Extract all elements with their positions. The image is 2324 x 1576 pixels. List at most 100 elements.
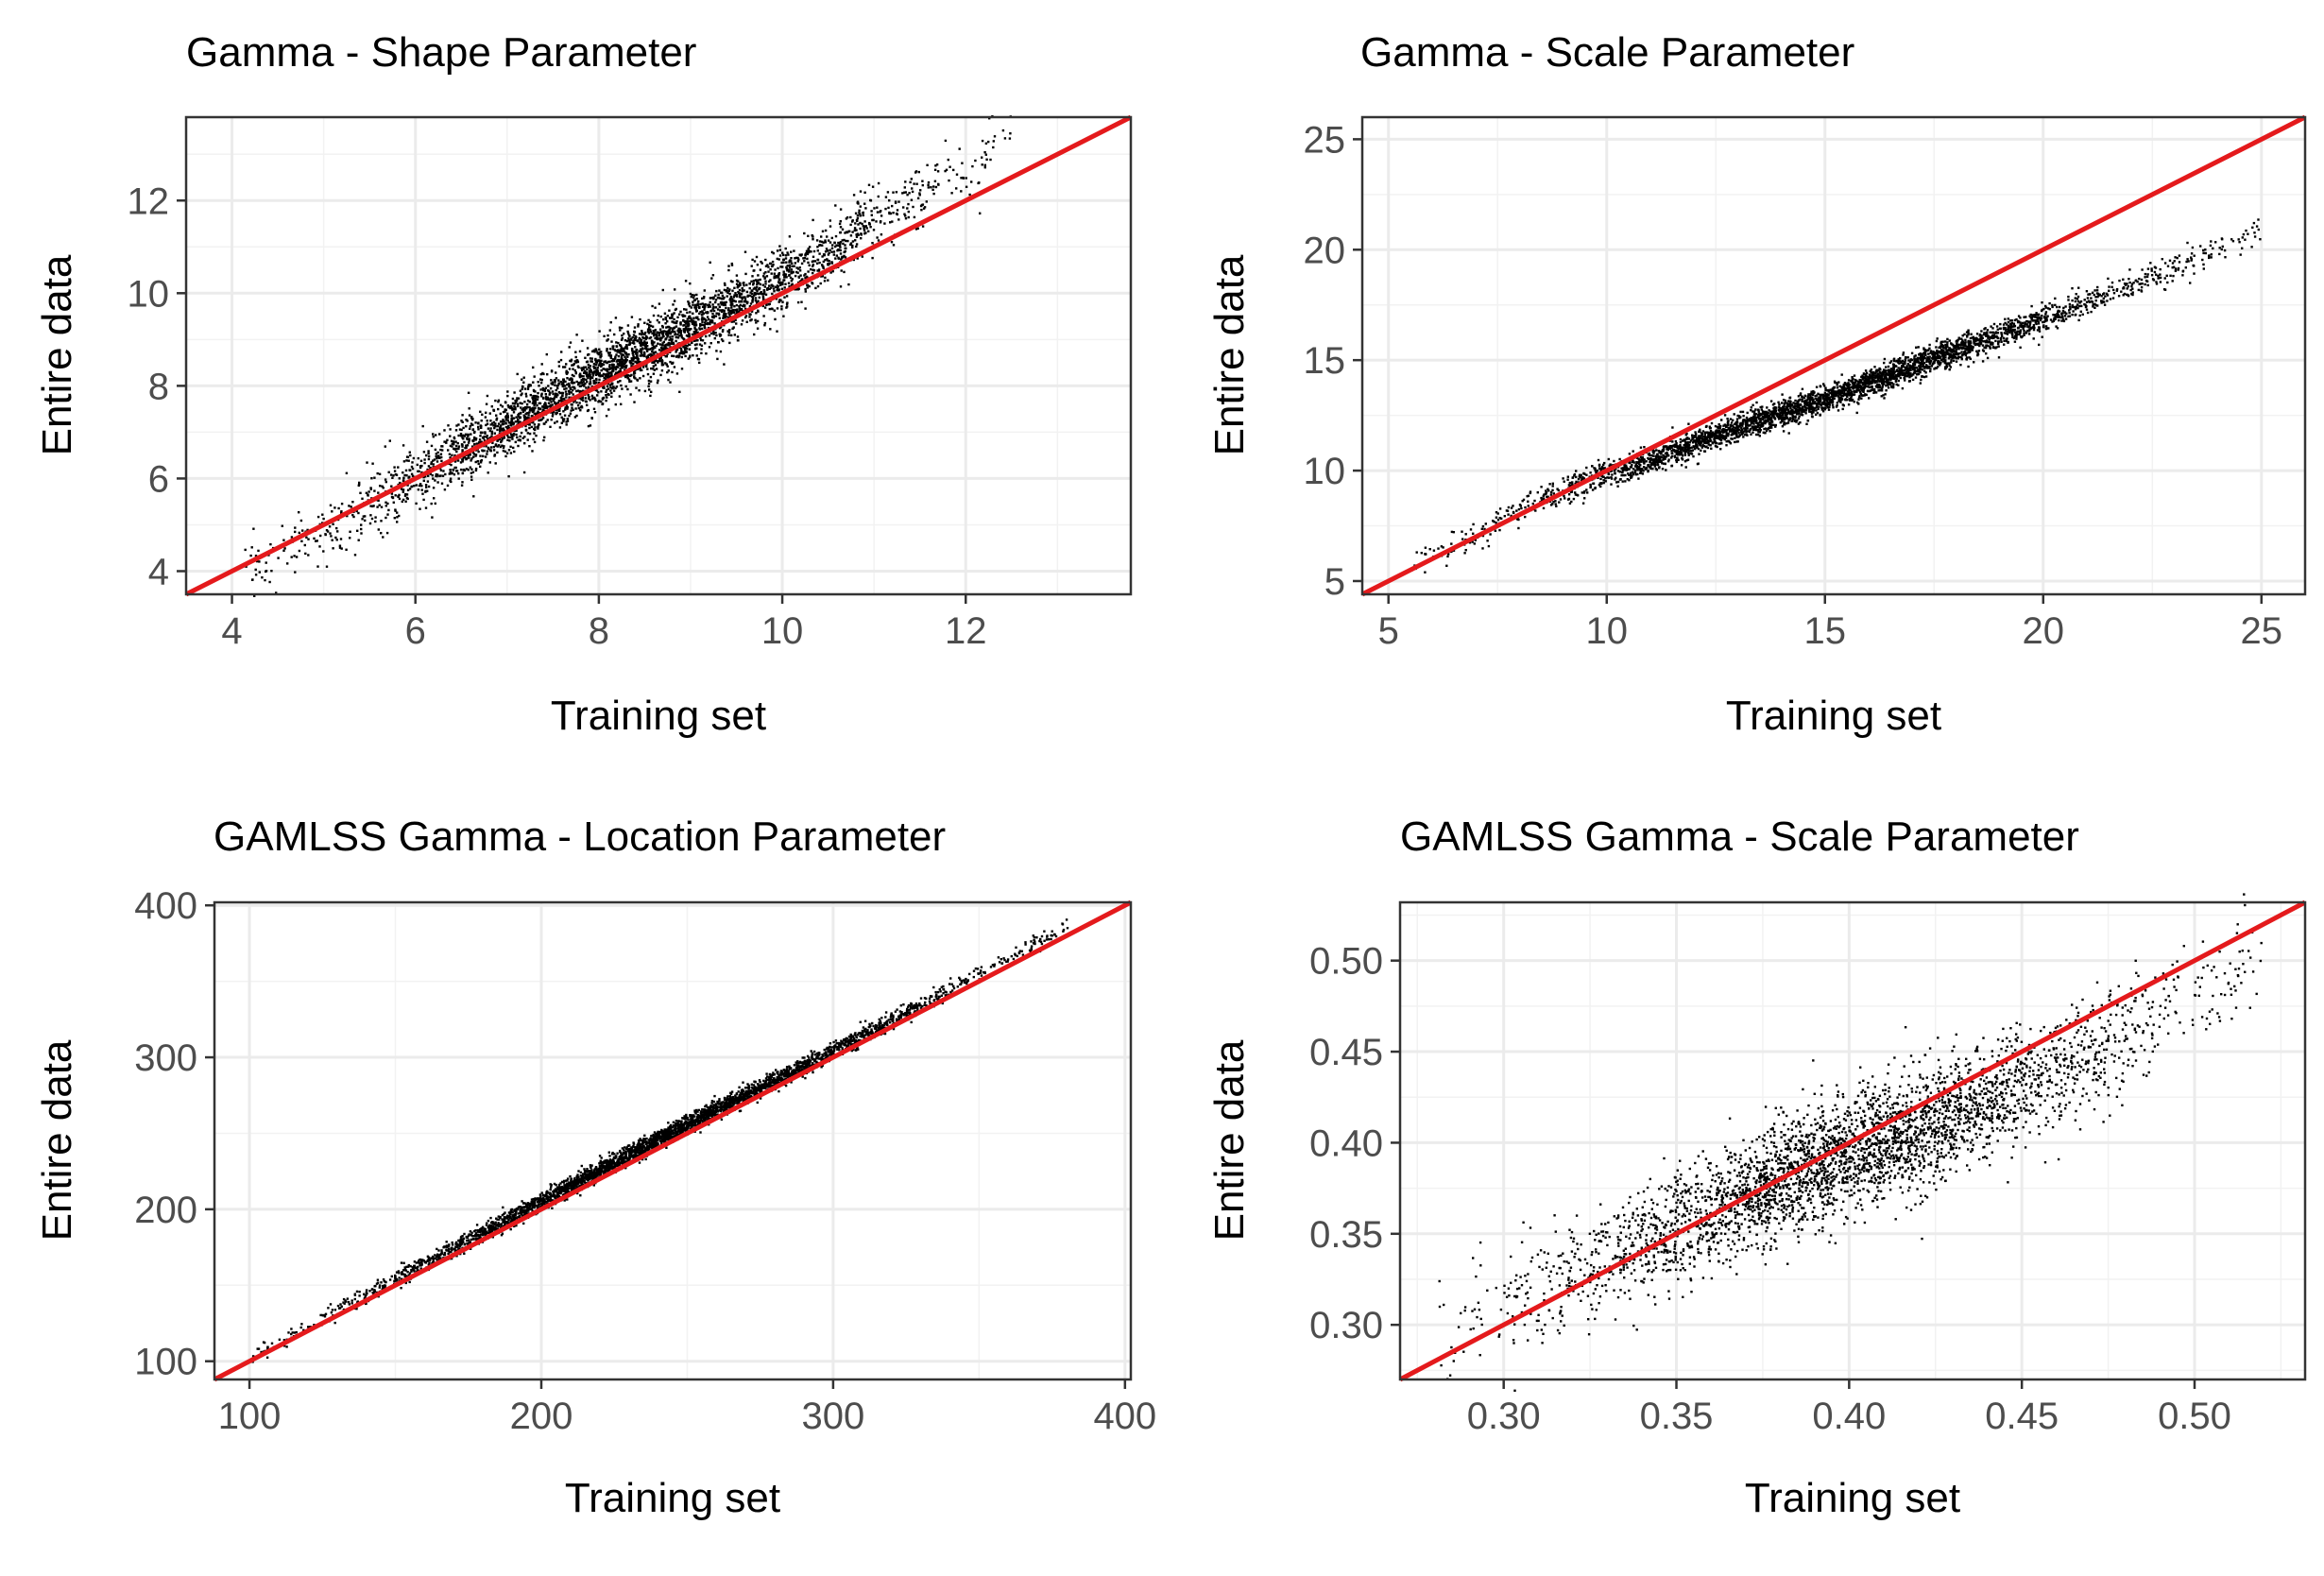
data-point [851, 240, 855, 243]
data-point [1562, 477, 1564, 480]
data-point [743, 304, 746, 308]
data-point [627, 332, 630, 335]
data-point [743, 289, 745, 292]
data-point [525, 407, 528, 410]
data-point [768, 307, 771, 311]
data-point [983, 166, 986, 169]
data-point [467, 469, 470, 471]
data-point [733, 286, 736, 289]
data-point [692, 320, 696, 324]
data-point [1904, 356, 1907, 360]
data-point [835, 244, 838, 247]
data-point [576, 365, 580, 368]
data-point [340, 547, 343, 550]
data-point [470, 478, 473, 481]
data-point [675, 325, 678, 328]
data-point [581, 339, 584, 342]
data-point [728, 288, 731, 291]
data-point [419, 465, 422, 468]
data-point [886, 191, 890, 194]
data-point [1551, 482, 1554, 485]
data-point [521, 392, 523, 395]
data-point [649, 375, 653, 379]
data-point [265, 561, 267, 564]
data-point [594, 373, 598, 376]
data-point [735, 295, 739, 298]
data-point [1995, 334, 1998, 338]
data-point [839, 242, 842, 245]
data-point [880, 233, 883, 236]
data-point [754, 318, 757, 321]
data-point [600, 359, 603, 362]
data-point [636, 353, 639, 357]
data-point [433, 458, 436, 461]
data-point [378, 504, 381, 506]
data-point [654, 336, 657, 340]
data-point [723, 309, 726, 312]
data-point [1885, 389, 1888, 392]
data-point [694, 306, 698, 309]
data-point [1839, 401, 1842, 403]
data-point [382, 487, 384, 489]
data-point [501, 444, 504, 447]
data-point [316, 565, 319, 568]
data-point [589, 368, 591, 370]
data-point [633, 376, 636, 379]
data-point [756, 285, 759, 288]
data-point [754, 279, 758, 282]
data-point [587, 394, 590, 397]
data-point [468, 414, 471, 417]
data-point [753, 333, 756, 336]
data-point [1887, 365, 1890, 368]
data-point [620, 338, 624, 341]
data-point [601, 403, 605, 405]
data-point [759, 283, 761, 286]
data-point [331, 539, 333, 541]
data-point [626, 324, 630, 327]
data-point [783, 275, 787, 278]
data-point [1929, 350, 1933, 352]
data-point [393, 517, 396, 520]
data-point [410, 465, 414, 469]
data-point [744, 315, 748, 317]
data-point [519, 439, 521, 442]
data-point [511, 402, 515, 405]
data-point [624, 347, 626, 350]
data-point [748, 305, 752, 308]
data-point [2054, 297, 2057, 300]
data-point [520, 406, 522, 409]
data-point [474, 438, 477, 441]
data-point [550, 401, 553, 403]
data-point [827, 259, 829, 262]
data-point [1001, 128, 1005, 132]
data-point [774, 268, 777, 271]
data-point [603, 360, 606, 363]
data-point [2019, 346, 2022, 349]
data-point [568, 346, 571, 349]
data-point [661, 288, 664, 292]
data-point [657, 342, 659, 345]
data-point [826, 249, 829, 252]
data-point [598, 378, 601, 382]
data-point [448, 453, 452, 455]
data-point [781, 300, 784, 303]
data-point [533, 403, 536, 407]
data-point [473, 443, 476, 446]
data-point [716, 308, 720, 311]
data-point [539, 388, 542, 391]
data-point [705, 318, 708, 322]
data-point [384, 516, 387, 520]
data-point [701, 297, 704, 300]
data-point [624, 355, 626, 358]
data-point [840, 258, 843, 261]
data-point [570, 403, 572, 406]
data-point [978, 181, 981, 184]
data-point [489, 446, 493, 449]
data-point [624, 365, 627, 368]
data-point [506, 394, 509, 398]
data-point [654, 359, 658, 362]
data-point [752, 294, 756, 297]
data-point [658, 349, 661, 351]
data-point [545, 404, 548, 408]
data-point [692, 354, 694, 357]
